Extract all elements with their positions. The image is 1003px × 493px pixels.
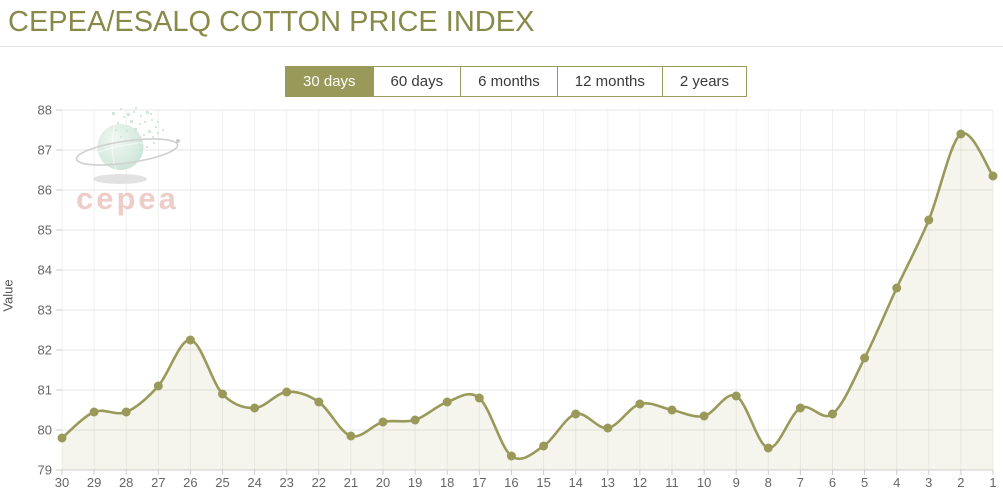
x-tick-label: 14	[568, 475, 582, 490]
x-tick-label: 13	[601, 475, 615, 490]
data-point-marker[interactable]	[378, 417, 388, 427]
data-point-marker[interactable]	[699, 411, 709, 421]
x-tick-label: 30	[55, 475, 69, 490]
tab-2-years[interactable]: 2 years	[661, 66, 748, 97]
x-tick-label: 6	[829, 475, 836, 490]
x-tick-label: 19	[408, 475, 422, 490]
data-point-marker[interactable]	[185, 335, 195, 345]
y-tick-label: 84	[38, 263, 52, 278]
data-point-marker[interactable]	[635, 399, 645, 409]
data-point-marker[interactable]	[121, 407, 131, 417]
data-point-marker[interactable]	[250, 403, 260, 413]
y-tick-label: 88	[38, 103, 52, 118]
range-tab-bar: 30 days 60 days 6 months 12 months 2 yea…	[285, 66, 748, 97]
y-tick-label: 80	[38, 423, 52, 438]
data-point-marker[interactable]	[924, 215, 934, 225]
x-tick-label: 18	[440, 475, 454, 490]
x-tick-label: 11	[665, 475, 679, 490]
data-point-marker[interactable]	[346, 431, 356, 441]
data-point-marker[interactable]	[89, 407, 99, 417]
x-tick-label: 17	[472, 475, 486, 490]
y-axis-title: Value	[0, 279, 16, 312]
data-point-marker[interactable]	[795, 403, 805, 413]
x-tick-label: 10	[697, 475, 711, 490]
y-tick-label: 79	[38, 463, 52, 478]
x-tick-label: 29	[87, 475, 101, 490]
x-tick-label: 26	[183, 475, 197, 490]
data-point-marker[interactable]	[731, 391, 741, 401]
x-tick-label: 23	[279, 475, 293, 490]
data-point-marker[interactable]	[828, 409, 837, 419]
y-tick-label: 82	[38, 343, 52, 358]
x-tick-label: 15	[536, 475, 550, 490]
data-point-marker[interactable]	[763, 443, 773, 453]
x-tick-label: 28	[119, 475, 133, 490]
y-tick-label: 81	[38, 383, 52, 398]
x-tick-label: 27	[151, 475, 165, 490]
data-point-marker[interactable]	[506, 451, 516, 461]
x-tick-label: 1	[989, 475, 996, 490]
x-tick-label: 9	[733, 475, 740, 490]
x-tick-label: 12	[633, 475, 647, 490]
tab-30-days[interactable]: 30 days	[285, 66, 374, 97]
x-tick-label: 2	[957, 475, 964, 490]
tab-12-months[interactable]: 12 months	[556, 66, 663, 97]
area-fill	[62, 133, 993, 470]
y-tick-label: 86	[38, 183, 52, 198]
data-point-marker[interactable]	[410, 415, 420, 425]
tab-60-days[interactable]: 60 days	[372, 66, 462, 97]
page-title: CEPEA/ESALQ COTTON PRICE INDEX	[8, 6, 535, 38]
x-tick-label: 22	[312, 475, 326, 490]
data-point-marker[interactable]	[282, 387, 292, 397]
y-tick-label: 85	[38, 223, 52, 238]
x-tick-label: 4	[893, 475, 900, 490]
data-point-marker[interactable]	[892, 283, 902, 293]
x-tick-label: 5	[861, 475, 868, 490]
data-point-marker[interactable]	[571, 409, 581, 419]
tab-6-months[interactable]: 6 months	[460, 66, 558, 97]
data-point-marker[interactable]	[603, 423, 613, 433]
data-point-marker[interactable]	[57, 433, 67, 443]
x-tick-label: 7	[797, 475, 804, 490]
y-tick-label: 87	[38, 143, 52, 158]
data-point-marker[interactable]	[474, 393, 484, 403]
x-tick-label: 21	[344, 475, 358, 490]
x-tick-label: 20	[376, 475, 390, 490]
x-tick-label: 16	[504, 475, 518, 490]
data-point-marker[interactable]	[153, 381, 163, 391]
x-tick-label: 8	[765, 475, 772, 490]
x-tick-label: 24	[247, 475, 261, 490]
x-tick-label: 25	[215, 475, 229, 490]
data-point-marker[interactable]	[314, 397, 324, 407]
data-point-marker[interactable]	[860, 353, 870, 363]
y-tick-label: 83	[38, 303, 52, 318]
data-point-marker[interactable]	[988, 171, 998, 181]
data-point-marker[interactable]	[539, 441, 549, 451]
data-point-marker[interactable]	[442, 397, 452, 407]
x-tick-label: 3	[925, 475, 932, 490]
data-point-marker[interactable]	[956, 129, 966, 139]
header-divider	[0, 46, 1003, 48]
data-point-marker[interactable]	[218, 389, 227, 399]
data-point-marker[interactable]	[667, 405, 677, 415]
